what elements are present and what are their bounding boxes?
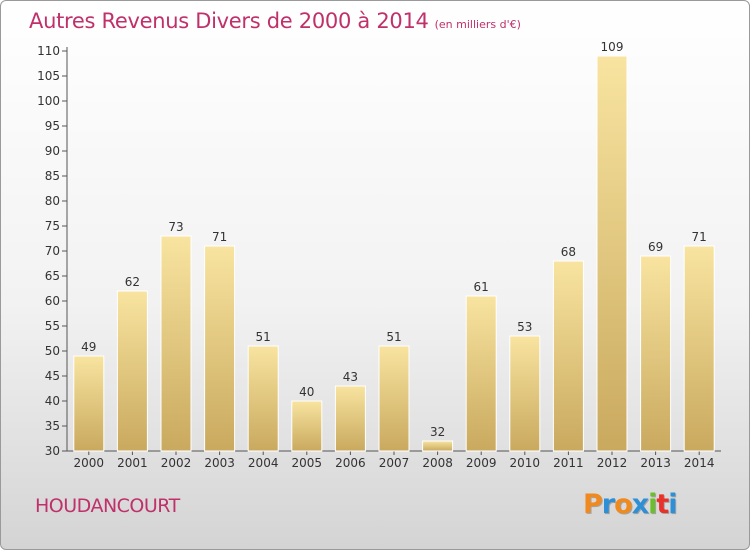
x-tick-label-2006: 2006 xyxy=(335,456,366,470)
proxiti-logo: Proxiti xyxy=(583,489,678,520)
bar-2000 xyxy=(73,355,105,452)
logo-letter: P xyxy=(583,489,603,520)
value-label-2013: 69 xyxy=(648,240,663,254)
value-label-2003: 71 xyxy=(212,230,227,244)
x-tick-label-2011: 2011 xyxy=(553,456,584,470)
value-label-2008: 32 xyxy=(430,425,445,439)
y-tick-label: 85 xyxy=(45,169,60,183)
logo-letter: t xyxy=(656,489,669,520)
value-label-2002: 73 xyxy=(168,220,183,234)
x-tick-label-2014: 2014 xyxy=(684,456,715,470)
logo-letter: o xyxy=(614,489,633,520)
logo-letter: i xyxy=(668,489,677,520)
title-text: Autres Revenus Divers de 2000 à 2014 xyxy=(29,9,429,33)
bar-2014 xyxy=(683,245,715,452)
y-tick-label: 65 xyxy=(45,269,60,283)
value-label-2000: 49 xyxy=(81,340,96,354)
x-tick-label-2008: 2008 xyxy=(422,456,453,470)
x-tick-label-2004: 2004 xyxy=(248,456,279,470)
y-tick-label: 70 xyxy=(45,244,60,258)
chart-subtitle: (en milliers d'€) xyxy=(434,18,521,31)
y-tick-label: 40 xyxy=(45,394,60,408)
value-label-2006: 43 xyxy=(343,370,358,384)
bar-2008 xyxy=(422,440,454,452)
bar-2005 xyxy=(291,400,323,452)
x-tick-label-2009: 2009 xyxy=(466,456,497,470)
y-tick-label: 30 xyxy=(45,444,60,458)
y-tick-label: 90 xyxy=(45,144,60,158)
y-tick-label: 105 xyxy=(37,69,60,83)
bar-2010 xyxy=(509,335,541,452)
logo-letter: x xyxy=(631,489,649,520)
bar-2004 xyxy=(247,345,279,452)
y-tick-label: 60 xyxy=(45,294,60,308)
x-tick-label-2003: 2003 xyxy=(204,456,235,470)
y-tick-label: 35 xyxy=(45,419,60,433)
x-tick-label-2012: 2012 xyxy=(597,456,628,470)
logo-letter: r xyxy=(601,489,615,520)
value-label-2001: 62 xyxy=(125,275,140,289)
x-tick-label-2007: 2007 xyxy=(379,456,410,470)
y-axis: 30 35 40 45 50 55 60 65 70 75 80 85 90 95 100 105 110 xyxy=(37,44,68,458)
y-tick-label: 95 xyxy=(45,119,60,133)
bar-2009 xyxy=(465,295,497,452)
y-tick-label: 75 xyxy=(45,219,60,233)
town-name: HOUDANCOURT xyxy=(35,495,180,517)
chart-title: Autres Revenus Divers de 2000 à 2014 (en … xyxy=(29,9,521,33)
value-label-2004: 51 xyxy=(256,330,271,344)
bar-2011 xyxy=(552,260,584,452)
value-label-2009: 61 xyxy=(474,280,489,294)
value-label-2010: 53 xyxy=(517,320,532,334)
value-label-2014: 71 xyxy=(692,230,707,244)
y-tick-label: 45 xyxy=(45,369,60,383)
x-tick-label-2002: 2002 xyxy=(161,456,192,470)
bar-2002 xyxy=(160,235,192,452)
x-tick-label-2010: 2010 xyxy=(510,456,541,470)
bar-2012 xyxy=(596,55,628,452)
y-tick-label: 50 xyxy=(45,344,60,358)
value-labels: 49 62 73 71 51 40 43 51 32 61 53 68 109 69 71 xyxy=(81,40,707,439)
y-tick-label: 110 xyxy=(37,44,60,58)
value-label-2007: 51 xyxy=(386,330,401,344)
logo-letter: i xyxy=(648,489,657,520)
value-label-2011: 68 xyxy=(561,245,576,259)
x-tick-label-2005: 2005 xyxy=(292,456,323,470)
bar-2006 xyxy=(334,385,366,452)
value-label-2005: 40 xyxy=(299,385,314,399)
x-tick-label-2013: 2013 xyxy=(640,456,671,470)
bar-2001 xyxy=(116,290,148,452)
bar-2007 xyxy=(378,345,410,452)
y-tick-label: 55 xyxy=(45,319,60,333)
value-label-2012: 109 xyxy=(601,40,624,54)
x-axis: 2000 2001 2002 2003 2004 2005 2006 2007 2008 2009… xyxy=(67,450,721,470)
bar-2003 xyxy=(204,245,236,452)
x-tick-label-2000: 2000 xyxy=(74,456,105,470)
bar-2013 xyxy=(640,255,672,452)
bars xyxy=(73,55,715,452)
y-tick-label: 100 xyxy=(37,94,60,108)
y-tick-label: 80 xyxy=(45,194,60,208)
x-tick-label-2001: 2001 xyxy=(117,456,148,470)
